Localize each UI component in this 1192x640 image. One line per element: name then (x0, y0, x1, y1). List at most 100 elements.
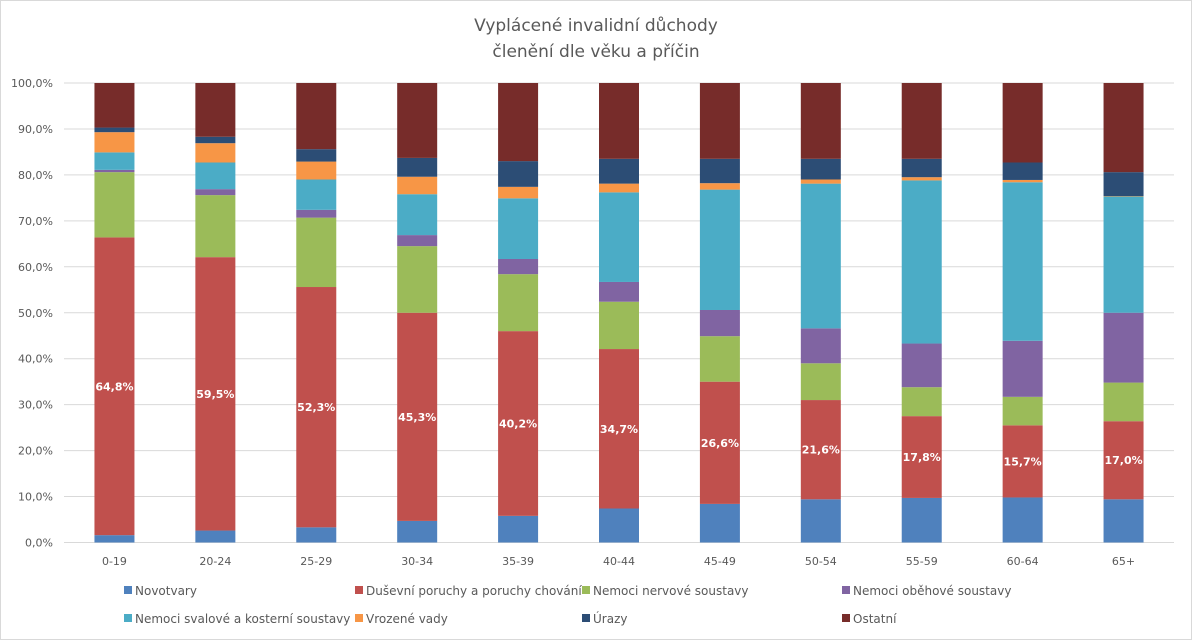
bar-segment (699, 336, 740, 382)
x-tick-label: 35-39 (502, 555, 534, 568)
bar-segment (901, 180, 942, 344)
x-tick-label: 65+ (1112, 555, 1135, 568)
data-label: 52,3% (297, 401, 335, 414)
bar-segment (901, 387, 942, 417)
bar-segment (296, 161, 337, 180)
bar-segment (800, 400, 841, 500)
y-axis: 0,0% 10,0% 20,0% 30,0% 40,0% 50,0% 60,0% 70,0% 8… (11, 77, 53, 550)
bar-segment (901, 83, 942, 159)
bar-segment (901, 158, 942, 178)
bar-segment (901, 497, 942, 543)
bar-segment (397, 176, 438, 195)
bar-segment (498, 198, 539, 259)
legend-label: Duševní poruchy a poruchy chování (366, 584, 582, 598)
x-axis: 0-19 20-24 25-29 30-34 35-39 40-44 45-49 50-54 5… (102, 555, 1135, 568)
bar-stack-20-24 (195, 83, 236, 543)
bar-segment (699, 381, 740, 504)
x-tick-label: 30-34 (401, 555, 433, 568)
data-labels: 64,8% 59,5% 52,3% 45,3% 40,2% 34,7% 26,6% 21,6%… (95, 380, 1142, 468)
bar-segment (599, 158, 639, 184)
bar-segment (1103, 83, 1144, 173)
legend-label: Nemoci nervové soustavy (593, 584, 749, 598)
x-tick-label: 25-29 (300, 555, 332, 568)
bar-stack-25-29 (296, 83, 337, 543)
bar-segment (296, 287, 337, 528)
data-label: 21,6% (802, 444, 840, 457)
legend-swatch (355, 614, 363, 622)
bar-segment (1002, 162, 1043, 180)
legend: Novotvary Duševní poruchy a poruchy chová… (124, 584, 1011, 626)
bar-segment (498, 83, 539, 162)
bars (94, 83, 1144, 543)
data-label: 34,7% (600, 423, 638, 436)
bar-segment (296, 83, 337, 150)
bar-segment (1002, 83, 1043, 163)
bar-segment (1002, 396, 1043, 426)
bar-segment (1103, 172, 1144, 197)
bar-stack-40-44 (599, 83, 639, 543)
legend-item: Novotvary (124, 584, 197, 598)
bar-segment (397, 235, 438, 247)
bar-segment (94, 152, 135, 170)
y-tick-label: 30,0% (18, 399, 53, 412)
bar-stack-60-64 (1002, 83, 1043, 543)
bar-stack-65+ (1103, 83, 1144, 543)
legend-swatch (582, 586, 590, 594)
bar-segment (699, 503, 740, 543)
bar-segment (94, 127, 135, 133)
bar-stack-35-39 (498, 83, 539, 543)
bar-segment (498, 186, 539, 199)
legend-item: Vrozené vady (355, 612, 448, 626)
bar-segment (498, 161, 539, 187)
bar-segment (195, 83, 236, 137)
bar-segment (397, 83, 438, 158)
data-label: 17,8% (903, 451, 941, 464)
y-tick-label: 10,0% (18, 491, 53, 504)
bar-stack-50-54 (800, 83, 841, 543)
legend-swatch (355, 586, 363, 594)
bar-segment (195, 143, 236, 163)
x-tick-label: 20-24 (199, 555, 231, 568)
x-tick-label: 50-54 (805, 555, 837, 568)
legend-swatch (124, 586, 132, 594)
data-label: 26,6% (701, 437, 739, 450)
legend-label: Úrazy (593, 611, 627, 626)
y-tick-label: 50,0% (18, 307, 53, 320)
bar-segment (397, 246, 438, 313)
chart-title: Vyplácené invalidní důchody (474, 16, 718, 36)
legend-label: Nemoci oběhové soustavy (853, 584, 1011, 598)
x-tick-label: 55-59 (906, 555, 938, 568)
y-tick-label: 70,0% (18, 215, 53, 228)
bar-segment (599, 301, 639, 350)
bar-segment (1002, 340, 1043, 397)
bar-segment (94, 169, 135, 173)
bar-segment (1103, 499, 1144, 543)
bar-segment (800, 499, 841, 543)
bar-segment (397, 157, 438, 177)
data-label: 45,3% (398, 411, 436, 424)
bar-segment (699, 158, 740, 184)
bar-segment (599, 281, 639, 302)
bar-segment (94, 172, 135, 238)
bar-segment (296, 209, 337, 218)
bar-segment (498, 331, 539, 516)
bar-segment (1103, 312, 1144, 383)
legend-item: Úrazy (582, 611, 627, 626)
legend-swatch (842, 614, 850, 622)
legend-swatch (582, 614, 590, 622)
bar-segment (94, 237, 135, 536)
bar-segment (599, 349, 639, 509)
bar-segment (397, 194, 438, 236)
bar-segment (1002, 179, 1043, 183)
bar-segment (800, 363, 841, 401)
bar-segment (94, 83, 135, 128)
bar-segment (599, 508, 639, 543)
bar-segment (901, 416, 942, 498)
bar-segment (195, 195, 236, 258)
bar-segment (699, 83, 740, 159)
bar-segment (800, 328, 841, 364)
x-tick-label: 60-64 (1007, 555, 1039, 568)
bar-stack-0-19 (94, 83, 135, 543)
data-label: 64,8% (95, 380, 133, 393)
